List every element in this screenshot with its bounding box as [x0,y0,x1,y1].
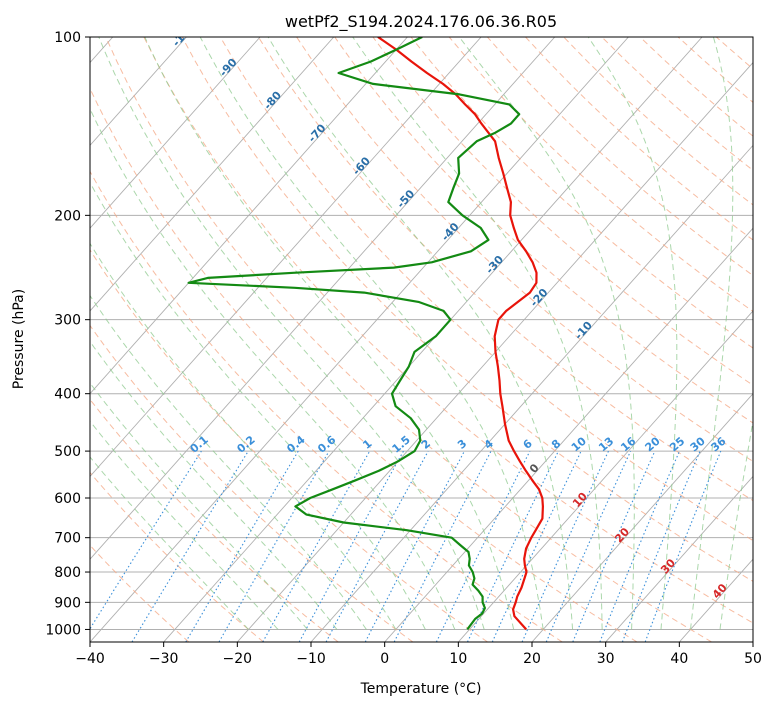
plot-frame [89,36,754,643]
y-tick-label: 400 [54,387,81,403]
x-axis-ticks: −40 −30 −20 −10 0 10 20 30 40 50 [75,642,762,667]
isotherm-line [605,475,753,642]
y-tick-label: 900 [54,595,81,611]
isotherm-line [90,37,556,560]
dry-adiabat-line [90,170,563,642]
x-tick-label: 50 [744,651,762,667]
dry-adiabat-line [372,37,753,386]
y-tick-label: 1000 [45,622,81,638]
x-tick-label: 30 [597,651,615,667]
dry-adiabat-line [90,471,264,642]
moist-adiabat-line [90,382,308,630]
isotherm-line [90,37,408,395]
mixing-ratio-line [572,450,656,642]
y-tick-label: 800 [54,565,81,581]
y-axis-ticks: 100 200 300 400 500 600 700 800 900 1000 [45,30,90,638]
isotherm-line [384,227,753,642]
x-tick-label: −20 [223,651,253,667]
mixing-ratio-line [131,450,249,642]
y-tick-label: 100 [54,30,81,46]
moist-adiabat-line [199,37,544,630]
moist-adiabat-line [90,340,338,630]
moist-adiabat-line [267,37,574,630]
moist-adiabat-line [90,294,367,630]
moist-adiabat-line [90,107,456,630]
isotherm-line [90,37,187,147]
x-tick-label: −40 [75,651,105,667]
moist-adiabat-line [690,37,734,630]
dewpoint-profile-line [187,37,521,631]
profile-series [187,37,545,631]
dry-adiabat-line [296,37,753,462]
dry-adiabat-line [90,324,414,642]
dry-adiabat-line [334,37,753,424]
mixing-ratio-line [521,450,609,642]
dry-adiabat-line [448,37,753,313]
y-tick-label: 500 [54,444,81,460]
x-tick-label: 0 [380,651,389,667]
moist-adiabat-line [90,181,426,630]
chart-title: wetPf2_S194.2024.176.06.36.R05 [285,12,557,32]
temperature-profile-line [377,37,545,631]
mixing-ratio-line [599,450,681,642]
isotherm-line [90,37,261,229]
dry-adiabat-line [410,37,753,349]
isotherm-line [90,37,335,312]
isotherm-line [457,310,753,642]
mixing-ratio-line [435,450,531,642]
mixing-ratio-line [621,450,701,642]
dry-adiabat-line [90,398,339,642]
dry-adiabat-line [105,37,712,642]
moist-adiabat-line [458,37,635,630]
x-axis-label: Temperature (°C) [360,681,482,697]
y-tick-label: 700 [54,531,81,547]
x-tick-label: −30 [149,651,179,667]
isotherm-line [310,144,753,642]
x-tick-label: −10 [296,651,326,667]
dry-adiabat-line [90,544,190,642]
y-tick-label: 300 [54,313,81,329]
x-tick-label: 10 [449,651,467,667]
mixing-ratio-line [644,450,722,642]
isotherm-line [236,61,753,642]
moist-adiabat-line [352,37,603,630]
mixing-ratio-line [262,450,371,642]
isotherm-line [90,37,482,478]
isotherm-line [90,37,629,642]
dry-adiabat-line [90,87,638,642]
moist-adiabat-line [98,37,485,630]
mixing-ratio-line [298,450,404,642]
x-tick-label: 20 [523,651,541,667]
y-tick-label: 600 [54,491,81,507]
dry-adiabat-line [143,37,753,624]
mixing-ratio-line [90,450,202,630]
moist-adiabat-line [90,456,249,630]
mixing-ratio-line [545,450,632,642]
moist-adiabat-line [719,418,753,630]
mixing-ratio-line [325,450,429,642]
isotherm-line [531,393,753,642]
mixing-ratio-line [393,450,492,642]
y-tick-label: 200 [54,208,81,224]
dry-adiabat-line [90,248,488,642]
x-tick-label: 40 [670,651,688,667]
moist-adiabat-line [587,37,678,630]
y-axis-label: Pressure (hPa) [11,289,27,389]
